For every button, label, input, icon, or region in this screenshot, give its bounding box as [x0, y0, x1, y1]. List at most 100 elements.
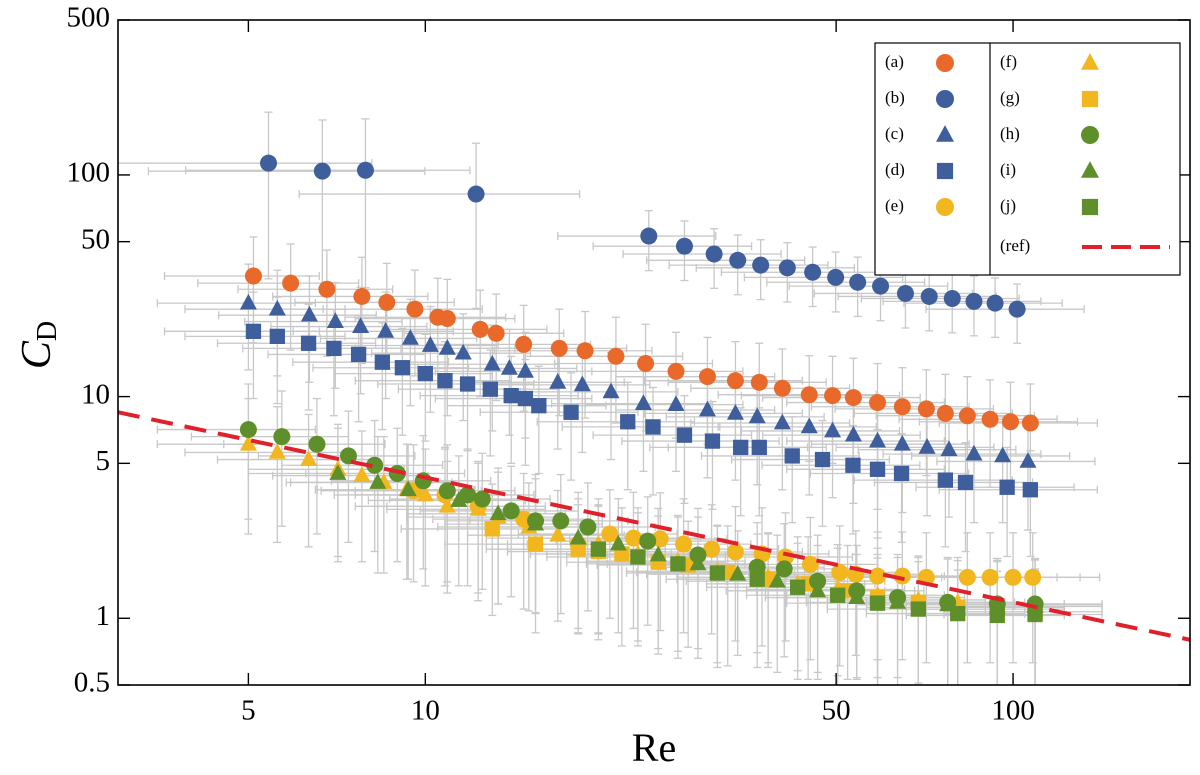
marker-circle [438, 310, 456, 328]
marker-circle [804, 263, 822, 281]
marker-circle [1002, 413, 1020, 431]
marker-circle [936, 404, 954, 422]
marker-circle [896, 284, 914, 302]
legend-label: (g) [1000, 88, 1020, 107]
marker-square [676, 427, 693, 443]
marker-circle [273, 428, 291, 446]
marker-circle [809, 572, 827, 590]
marker-circle [872, 277, 890, 295]
marker-circle [438, 482, 456, 500]
marker-square [570, 541, 586, 557]
marker-circle [981, 568, 999, 586]
marker-triangle [729, 564, 747, 581]
marker-square [950, 605, 966, 622]
marker-circle [607, 347, 625, 365]
y-tick-label: 1 [96, 600, 111, 632]
y-tick-label: 500 [67, 2, 111, 34]
marker-circle [1004, 568, 1022, 586]
marker-circle [282, 274, 300, 292]
marker-triangle [549, 525, 567, 542]
marker-circle [624, 529, 642, 547]
marker-square [630, 549, 646, 565]
marker-circle [831, 563, 849, 581]
marker-triangle [239, 434, 257, 451]
marker-circle [824, 387, 842, 405]
marker-square [374, 354, 390, 370]
marker-triangle [549, 372, 567, 389]
marker-triangle [848, 588, 866, 604]
marker-square [300, 335, 317, 351]
marker-triangle [489, 504, 507, 521]
marker-circle [313, 162, 331, 180]
marker-triangle [649, 545, 667, 562]
marker-circle [800, 386, 818, 404]
marker-circle [726, 372, 744, 390]
marker-circle [244, 267, 262, 285]
y-tick-label: 0.5 [74, 667, 110, 699]
legend-label: (i) [1000, 160, 1016, 179]
marker-square [1081, 198, 1099, 216]
marker-circle [986, 294, 1004, 312]
marker-circle [406, 300, 424, 318]
marker-square [531, 398, 547, 414]
x-tick-label: 100 [991, 695, 1035, 727]
marker-circle [356, 161, 374, 179]
marker-circle [705, 245, 723, 263]
marker-circle [639, 532, 657, 550]
marker-circle [1021, 414, 1039, 432]
marker-square [869, 595, 886, 611]
y-tick-label: 100 [67, 157, 111, 189]
marker-triangle [516, 361, 534, 378]
marker-circle [667, 362, 685, 380]
marker-square [394, 360, 411, 376]
marker-circle [729, 251, 747, 269]
marker-triangle [329, 464, 347, 480]
marker-triangle [844, 425, 862, 442]
marker-square [620, 414, 636, 430]
x-tick-label: 5 [241, 695, 256, 727]
marker-triangle [893, 434, 911, 451]
marker-circle [515, 335, 533, 353]
marker-triangle [326, 312, 344, 328]
marker-triangle [438, 339, 456, 355]
marker-circle [917, 400, 935, 418]
legend-label: (d) [885, 160, 905, 179]
marker-circle [844, 389, 862, 407]
marker-square [784, 448, 800, 464]
marker-circle [675, 237, 693, 255]
markers [239, 154, 1044, 624]
marker-triangle [689, 554, 707, 571]
marker-triangle [634, 394, 652, 410]
marker-circle [1024, 568, 1042, 586]
y-tick-label: 50 [81, 223, 110, 255]
marker-circle [920, 287, 938, 305]
marker-square [957, 474, 974, 491]
marker-square [269, 328, 285, 344]
marker-triangle [569, 528, 587, 545]
marker-triangle [809, 581, 827, 598]
marker-square [1027, 606, 1043, 623]
marker-square [670, 556, 686, 572]
marker-triangle [300, 450, 318, 466]
marker-triangle [726, 404, 744, 420]
marker-triangle [377, 321, 395, 338]
marker-triangle [748, 407, 766, 424]
legend-label: (f) [1000, 52, 1017, 71]
marker-square [989, 607, 1005, 624]
reference-line [118, 410, 1190, 642]
marker-square [910, 601, 927, 617]
marker-triangle [399, 480, 417, 497]
marker-circle [773, 379, 791, 397]
marker-square [999, 479, 1015, 495]
legend-label: (b) [885, 88, 905, 107]
marker-triangle [421, 336, 439, 352]
marker-square [326, 340, 342, 357]
marker-triangle [609, 534, 627, 551]
marker-triangle [800, 417, 818, 434]
marker-circle [936, 198, 954, 216]
marker-circle [1081, 126, 1099, 144]
marker-circle [467, 185, 485, 203]
marker-square [459, 376, 476, 392]
marker-square [845, 457, 861, 473]
marker-circle [651, 530, 669, 548]
